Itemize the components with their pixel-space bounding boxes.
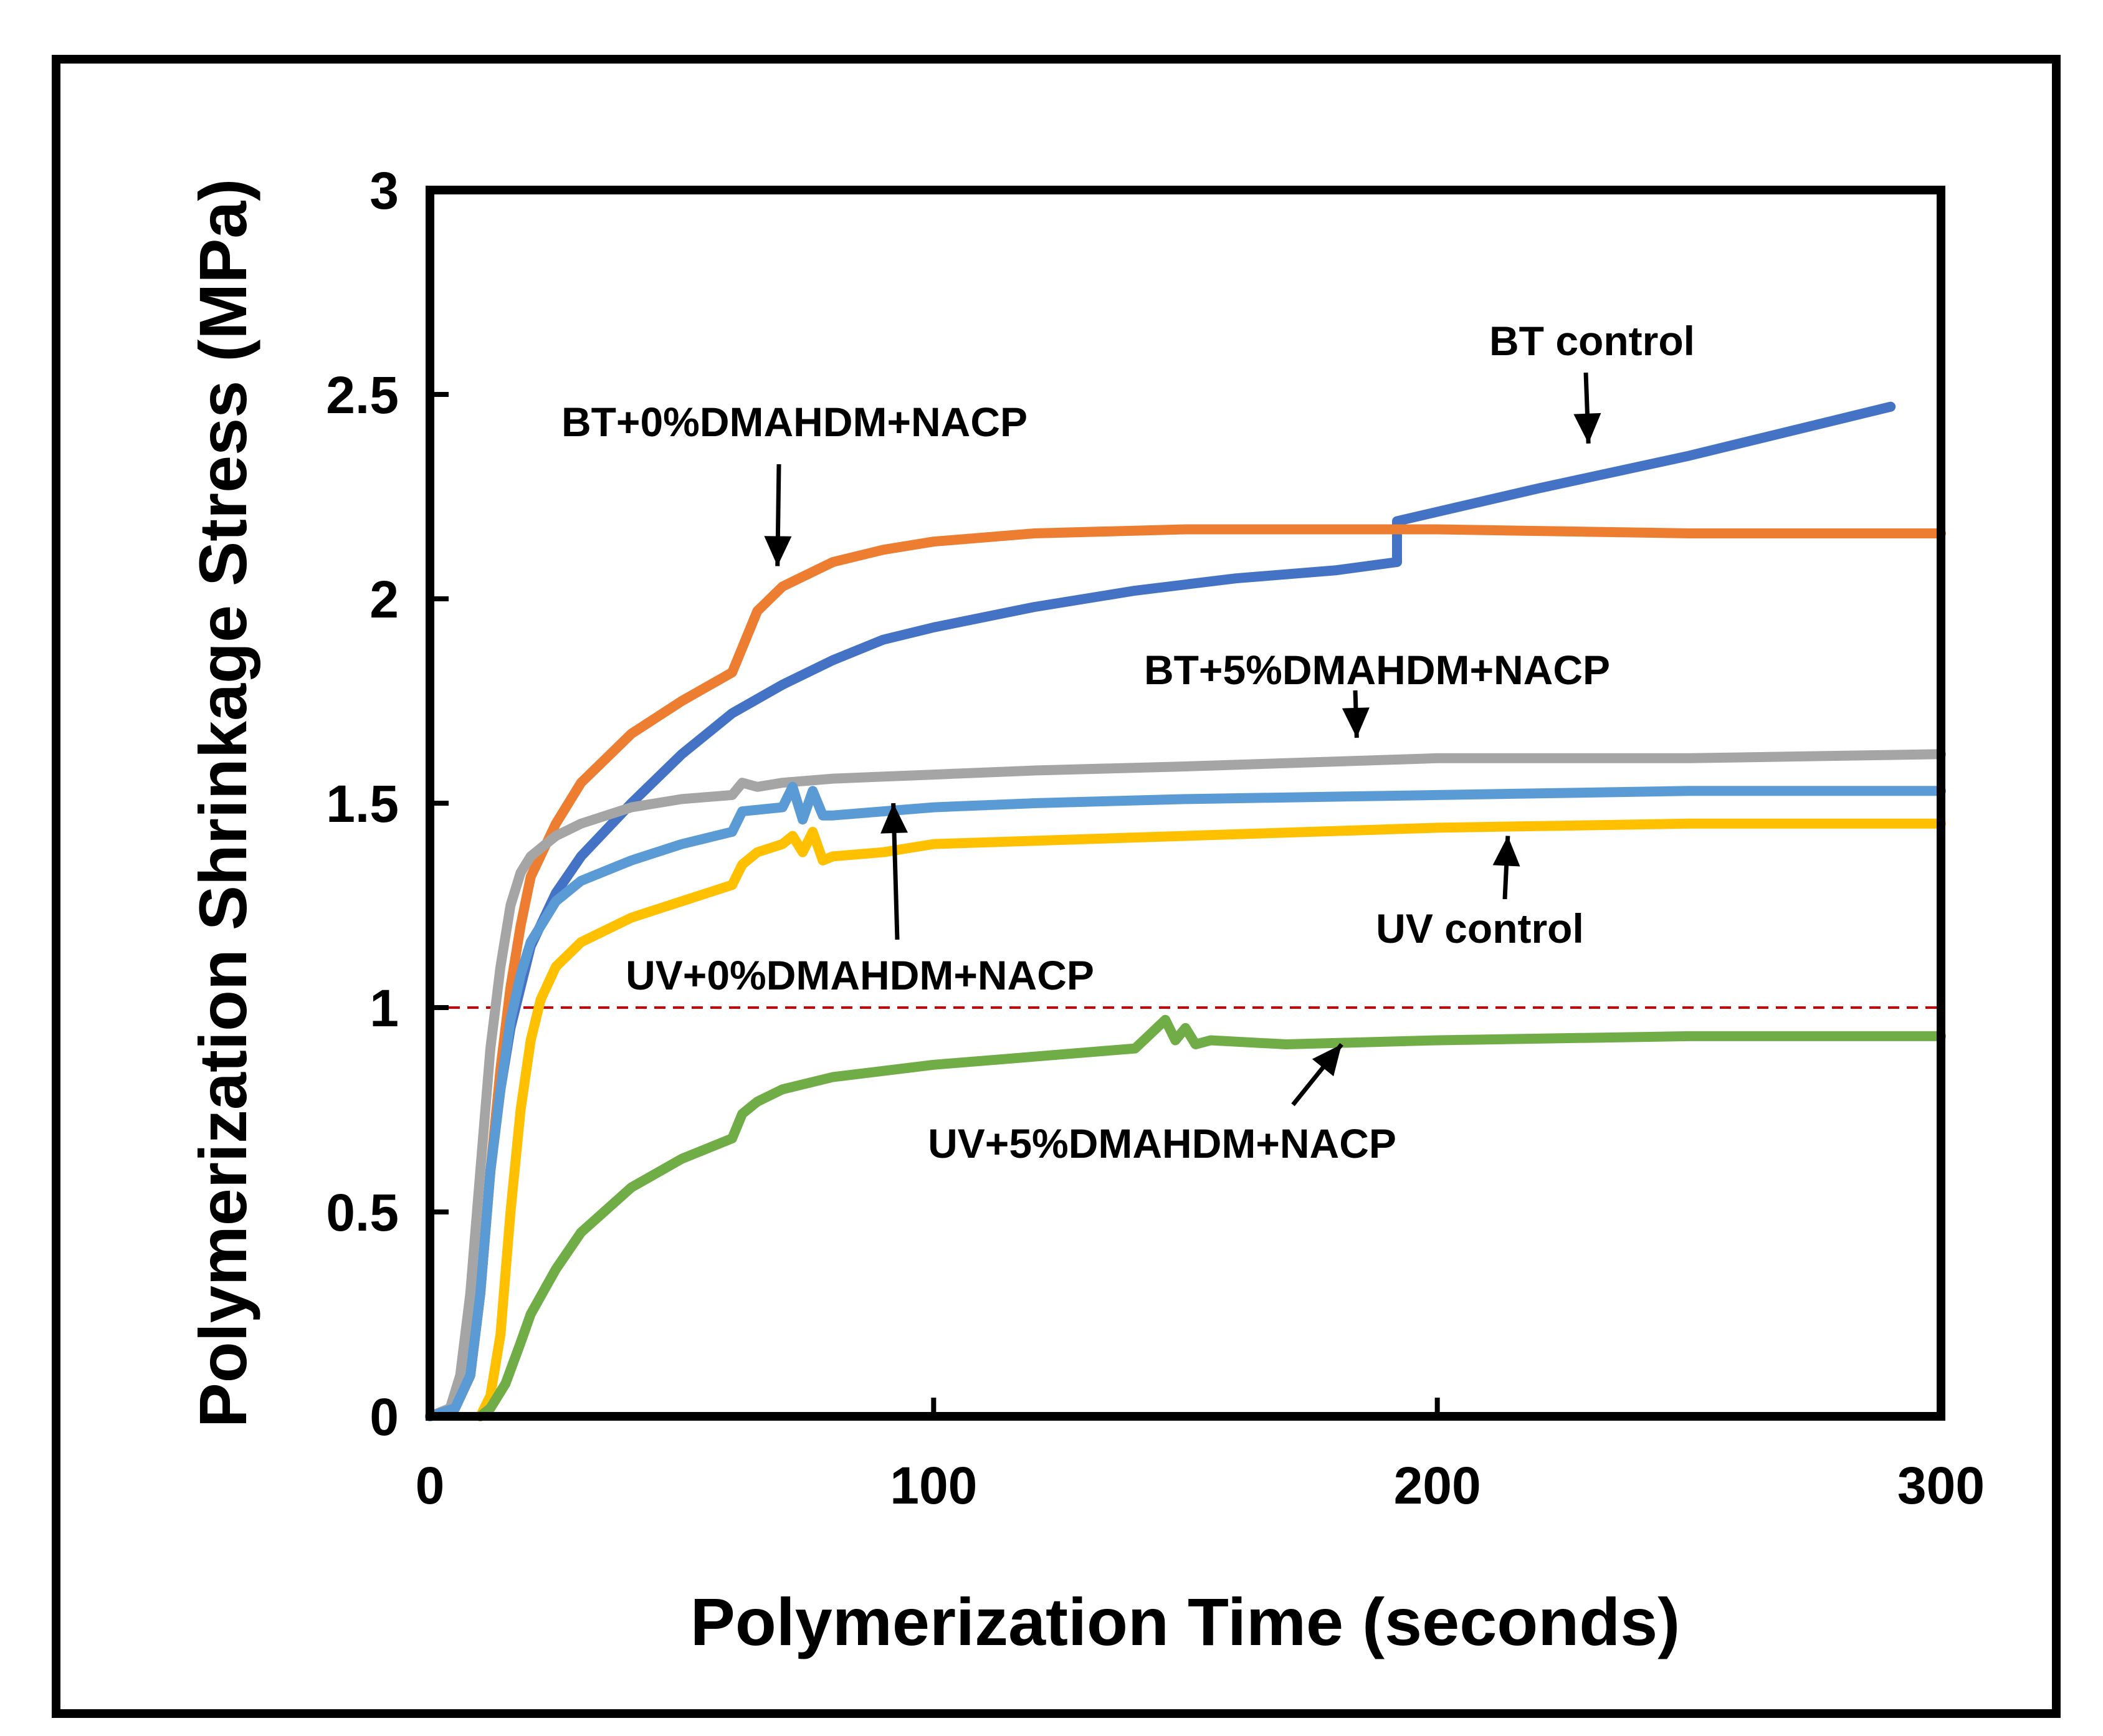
x-axis-title: Polymerization Time (seconds) [690,1584,1680,1659]
annotation-arrow-head [764,536,792,566]
annotation-arrow-head [1573,413,1601,444]
y-tick-label: 2.5 [326,366,399,424]
y-tick-label: 1.5 [326,775,399,833]
x-tick-label: 100 [890,1456,977,1515]
annotation-arrow-head [880,803,908,834]
series-line-3 [425,781,1946,1421]
annotation-arrow-head [1492,836,1520,867]
annotation-label: BT control [1489,318,1695,364]
series-line-2 [425,749,1946,1421]
x-tick-label: 200 [1394,1456,1481,1515]
series-line-4 [475,818,1946,1421]
y-tick-label: 1 [370,979,399,1037]
annotation-label: BT+0%DMAHDM+NACP [561,399,1028,445]
series-layer [425,401,1946,1421]
annotation-arrow-head [1312,1044,1342,1077]
figure-border [52,55,2061,1718]
x-tick-label: 0 [416,1456,445,1515]
annotation-label: UV+0%DMAHDM+NACP [626,952,1094,998]
y-tick-label: 0.5 [326,1183,399,1242]
annotation-label: UV control [1376,905,1584,951]
annotation-arrow-head [1342,707,1370,738]
y-tick-label: 3 [370,161,399,220]
x-tick-label: 300 [1897,1456,1985,1515]
y-tick-label: 2 [370,570,399,629]
annotation-label: BT+5%DMAHDM+NACP [1144,647,1610,693]
y-tick-label: 0 [370,1388,399,1446]
y-axis-title: Polymerization Shrinkage Stress (MPa) [185,179,260,1428]
annotation-label: UV+5%DMAHDM+NACP [928,1120,1396,1166]
series-line-5 [475,1014,1946,1421]
annotation-layer: BT control BT+0%DMAHDM+NACP BT+5%DMAHDM+NA… [561,318,1695,1166]
ticks-layer: 0 100 200 300 0 0.5 1 1.5 2 2.5 3 [326,161,1985,1515]
